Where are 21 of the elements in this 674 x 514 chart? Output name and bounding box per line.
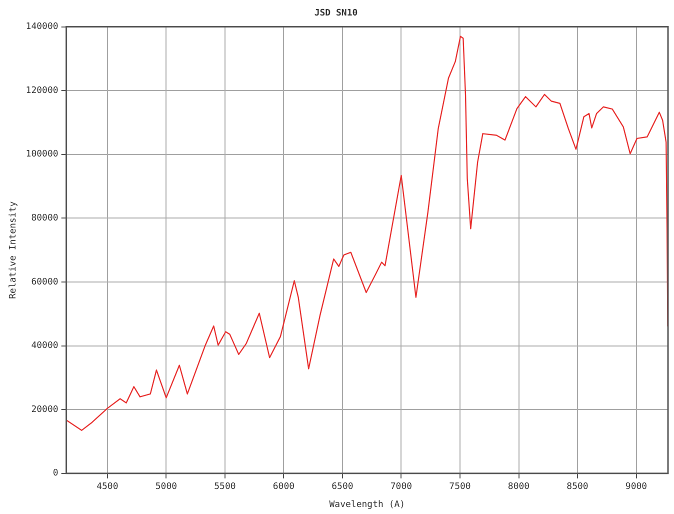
x-tick-label: 8500	[566, 482, 588, 492]
x-tick-label: 5000	[155, 482, 178, 492]
y-tick-label: 0	[52, 468, 58, 479]
x-tick-label: 6000	[272, 482, 295, 492]
y-tick-label: 40000	[31, 341, 58, 352]
x-tick-label: 8000	[508, 482, 530, 492]
y-tick-label: 120000	[26, 86, 58, 96]
chart-title: JSD SN10	[314, 8, 358, 19]
y-tick-label: 80000	[31, 214, 58, 224]
y-tick-label: 60000	[31, 277, 58, 288]
x-tick-label: 5500	[214, 482, 236, 492]
y-tick-label: 140000	[26, 22, 58, 32]
y-axis-title: Relative Intensity	[8, 200, 19, 299]
x-tick-label: 9000	[625, 482, 648, 492]
x-tick-label: 4500	[96, 482, 118, 492]
x-tick-label: 7500	[449, 482, 471, 492]
x-tick-label: 6500	[332, 482, 354, 492]
x-tick-label: 7000	[390, 482, 412, 492]
x-axis-title: Wavelength (A)	[329, 500, 406, 510]
y-tick-label: 100000	[26, 150, 58, 160]
y-tick-label: 20000	[31, 404, 58, 415]
